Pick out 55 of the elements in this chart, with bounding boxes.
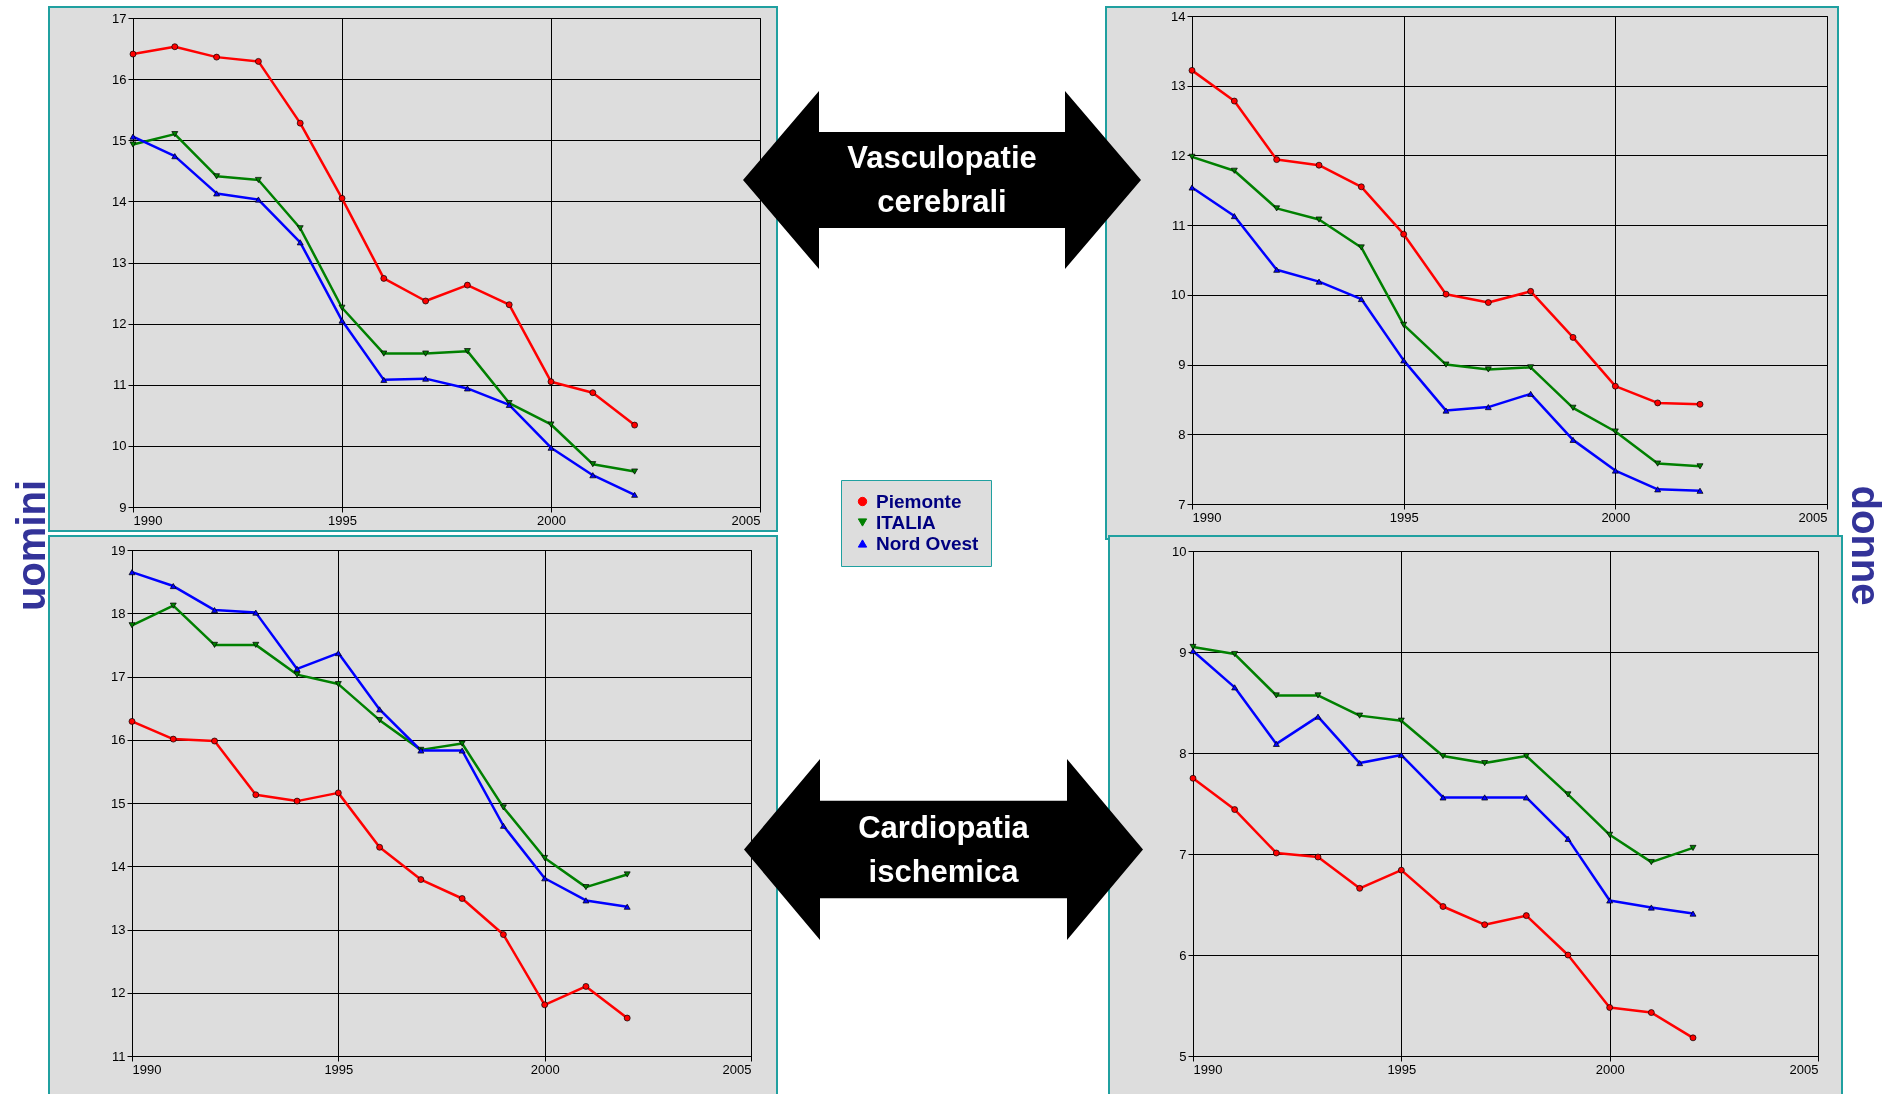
x-tick-label: 1995 [1387, 1061, 1417, 1077]
x-tick-label: 1990 [1193, 1061, 1223, 1077]
y-tick-label: 16 [112, 71, 127, 87]
x-tick-label: 2000 [1595, 1061, 1625, 1077]
y-tick-label: 15 [111, 795, 126, 811]
text: Cardiopatia ischemica [857, 808, 1030, 891]
y-tick-label: 10 [112, 438, 127, 454]
y-tick-label: 15 [112, 132, 127, 148]
y-tick-label: 9 [119, 499, 127, 515]
y-tick-label: 10 [1171, 287, 1186, 303]
y-tick-label: 17 [112, 10, 127, 26]
y-tick-label: 18 [111, 605, 126, 621]
legend-label: Piemonte [876, 490, 962, 512]
x-tick-label: 1995 [1389, 509, 1419, 525]
y-tick-label: 14 [112, 193, 127, 209]
y-tick-label: 9 [1179, 644, 1187, 660]
x-tick-label: 2005 [731, 512, 761, 528]
x-tick-label: 2005 [722, 1061, 752, 1077]
x-tick-label: 1995 [324, 1061, 354, 1077]
y-tick-label: 11 [1172, 217, 1186, 233]
x-tick-label: 1995 [328, 512, 357, 528]
x-tick-label: 2005 [1789, 1061, 1819, 1077]
x-tick-label: 2000 [1601, 509, 1631, 525]
y-tick-label: 16 [111, 732, 126, 748]
x-tick-label: 1990 [132, 1061, 162, 1077]
x-tick-label: 1990 [133, 512, 163, 528]
y-tick-label: 11 [113, 377, 127, 393]
y-tick-label: 12 [1171, 147, 1186, 163]
legend-label: Nord Ovest [876, 532, 980, 554]
y-tick-label: 13 [111, 922, 126, 937]
text: uomini [9, 479, 55, 611]
text: Vasculopatie cerebrali [846, 139, 1038, 221]
x-tick-label: 2000 [530, 1061, 560, 1077]
legend-label: ITALIA [876, 511, 937, 533]
y-tick-label: 13 [112, 255, 127, 270]
x-tick-label: 1990 [1192, 509, 1222, 525]
x-tick-label: 2000 [537, 512, 566, 528]
y-tick-label: 19 [111, 542, 126, 558]
y-tick-label: 8 [1179, 745, 1187, 761]
x-tick-label: 2005 [1798, 509, 1828, 525]
y-tick-label: 12 [112, 316, 127, 332]
y-tick-label: 12 [111, 985, 126, 1001]
y-tick-label: 6 [1179, 947, 1187, 963]
y-tick-label: 8 [1178, 426, 1186, 442]
y-tick-label: 9 [1178, 357, 1186, 373]
y-tick-label: 7 [1178, 496, 1186, 512]
y-tick-label: 7 [1179, 846, 1187, 862]
y-tick-label: 14 [1171, 8, 1186, 24]
y-tick-label: 13 [1171, 78, 1186, 94]
y-tick-label: 10 [1172, 543, 1187, 559]
text: donne [1843, 485, 1889, 605]
y-tick-label: 11 [112, 1048, 126, 1064]
y-tick-label: 17 [111, 669, 126, 684]
y-tick-label: 5 [1179, 1048, 1187, 1064]
y-tick-label: 14 [111, 858, 126, 874]
